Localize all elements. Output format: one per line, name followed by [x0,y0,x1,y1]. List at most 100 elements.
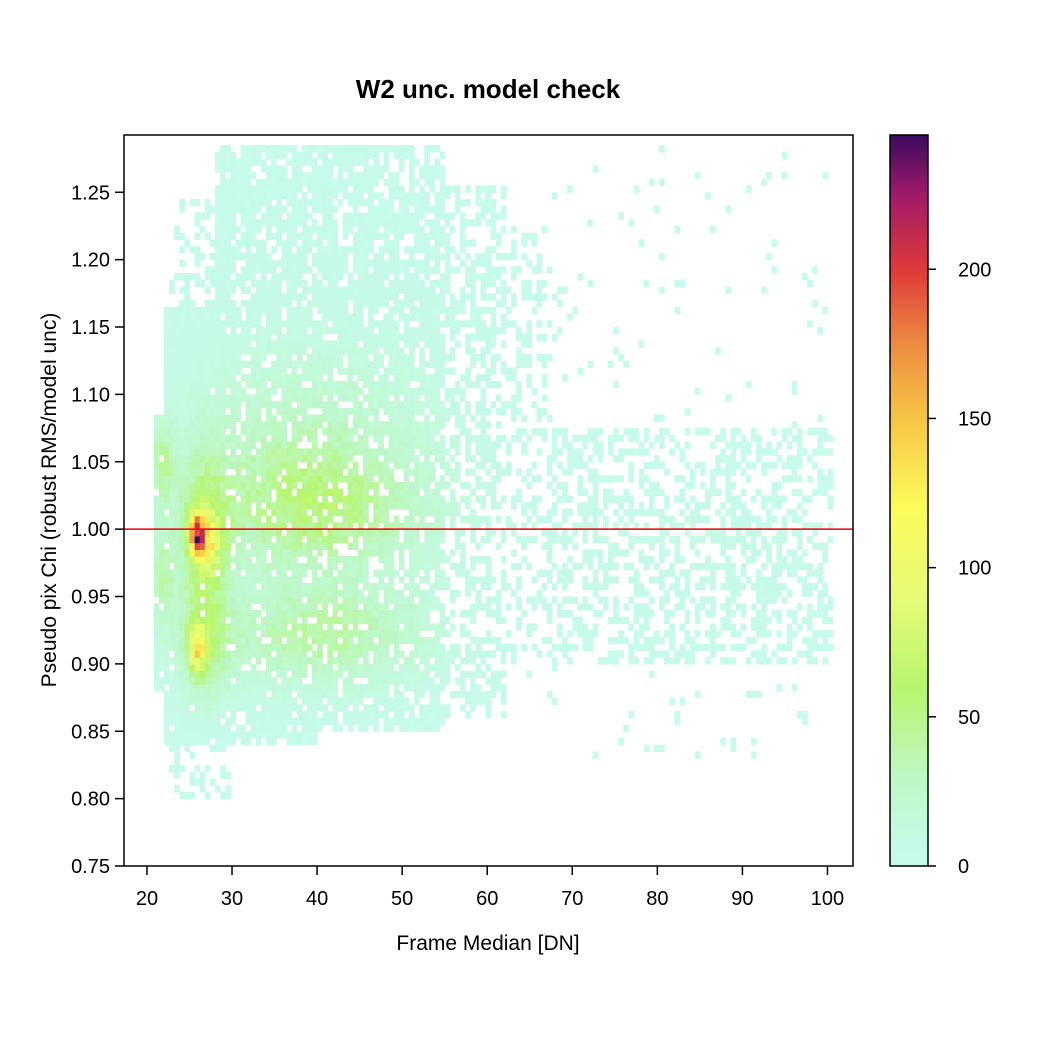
heatmap-cell [250,650,257,658]
heatmap-cell [454,542,461,550]
heatmap-cell [429,165,436,173]
heatmap-cell [424,657,430,665]
heatmap-cell [444,583,451,591]
heatmap-cell [388,434,395,443]
heatmap-cell [322,327,328,335]
heatmap-cell [225,212,231,220]
heatmap-cell [317,576,323,584]
heatmap-cell [562,535,568,544]
heatmap-cell [485,441,492,449]
heatmap-cell [429,428,436,436]
heatmap-cell [500,616,507,625]
heatmap-cell [490,219,497,227]
heatmap-cell [500,556,507,564]
heatmap-cell [449,657,456,665]
heatmap-cell [434,239,441,247]
heatmap-cell [174,306,180,315]
heatmap-cell [613,434,619,443]
heatmap-cell [271,158,277,166]
heatmap-cell [163,340,170,348]
heatmap-cell [163,455,170,463]
heatmap-cell [439,529,446,537]
heatmap-cell [490,441,497,449]
heatmap-cell [286,441,293,449]
heatmap-cell [189,583,196,591]
heatmap-cell [169,387,175,395]
heatmap-cell [449,300,456,308]
heatmap-cell [271,542,277,550]
heatmap-cell [153,522,160,530]
heatmap-cell [378,353,385,362]
heatmap-cell [429,286,436,294]
heatmap-cell [301,205,308,214]
heatmap-cell [163,643,170,652]
heatmap-cell [485,522,492,530]
heatmap-cell [327,690,333,699]
heatmap-cell [296,300,303,308]
heatmap-cell [240,158,247,166]
heatmap-cell [276,643,282,652]
heatmap-cell [215,522,221,530]
heatmap-cell [368,205,374,214]
heatmap-cell [199,380,206,389]
heatmap-cell [271,737,277,746]
heatmap-cell [485,455,492,463]
heatmap-cell [317,549,323,557]
heatmap-cell [199,569,206,577]
heatmap-cell [220,481,226,490]
heatmap-cell [322,609,328,618]
heatmap-cell [439,172,446,180]
heatmap-cell [255,643,262,652]
heatmap-cell [296,515,303,523]
heatmap-cell [184,529,191,537]
heatmap-cell [444,502,451,510]
heatmap-cell [602,522,609,530]
heatmap-cell [490,185,497,193]
heatmap-cell [220,791,226,800]
heatmap-cell [429,347,436,355]
heatmap-cell [225,569,231,577]
heatmap-cell [449,394,456,402]
heatmap-cell [368,529,374,537]
heatmap-cell [383,259,390,267]
heatmap-cell [408,636,415,645]
heatmap-cell [363,232,369,241]
heatmap-cell [311,199,318,207]
heatmap-cell [363,286,369,294]
heatmap-cell [368,172,374,180]
heatmap-cell [194,380,201,389]
heatmap-cell [500,643,507,652]
heatmap-cell [480,535,487,544]
heatmap-cell [266,603,272,611]
heatmap-cell [613,576,619,584]
heatmap-cell [465,380,471,389]
heatmap-cell [189,556,196,564]
heatmap-cell [204,731,211,739]
heatmap-cell [240,737,247,746]
heatmap-cell [357,347,364,355]
heatmap-cell [383,502,390,510]
heatmap-cell [260,273,267,281]
heatmap-cell [398,650,405,658]
heatmap-cell [204,636,211,645]
heatmap-cell [271,448,277,456]
heatmap-cell [424,320,430,328]
heatmap-cell [352,596,359,604]
heatmap-cell [158,515,165,523]
heatmap-cell [444,407,451,416]
heatmap-cell [194,481,201,490]
heatmap-cell [562,583,568,591]
heatmap-cell [281,225,288,234]
heatmap-cell [230,394,237,402]
heatmap-cell [470,300,476,308]
heatmap-cell [613,636,619,645]
heatmap-cell [245,320,252,328]
heatmap-cell [567,643,573,652]
heatmap-cell [475,576,482,584]
heatmap-cell [485,704,492,712]
heatmap-cell [454,320,461,328]
heatmap-cell [403,259,410,267]
heatmap-cell [460,212,466,220]
heatmap-cell [255,286,262,294]
heatmap-cell [163,434,170,443]
